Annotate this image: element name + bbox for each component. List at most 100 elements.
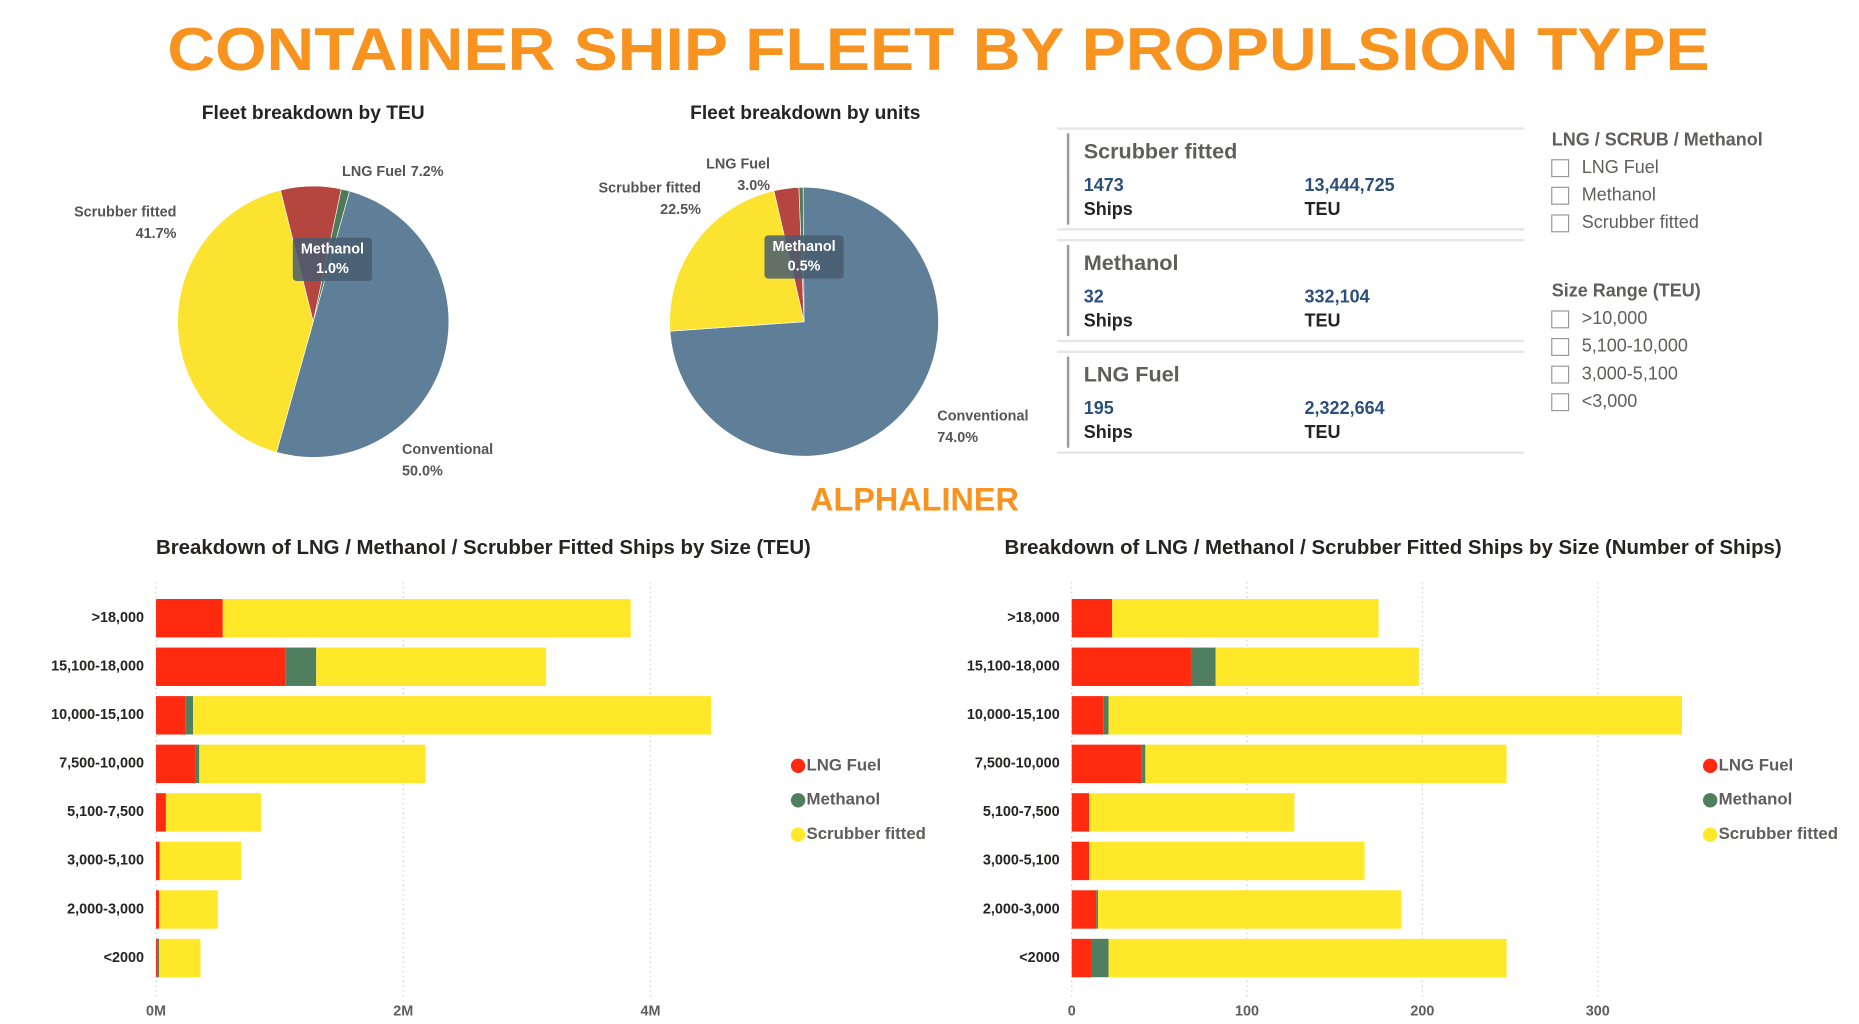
bar-segment (156, 647, 286, 686)
slice-label: Methanol (773, 239, 836, 255)
y-tick-label: 3,000-5,100 (983, 853, 1060, 869)
bar-segment (1108, 938, 1507, 978)
label-box (764, 235, 844, 279)
bar-segment (165, 793, 262, 832)
y-tick-label: 2,000-3,000 (67, 901, 144, 917)
y-tick-label: 7,500-10,000 (975, 756, 1060, 772)
bar-segment (1071, 696, 1104, 735)
bar-segment (156, 599, 223, 638)
bar-segment (159, 938, 201, 978)
slicer-checkbox[interactable] (1551, 310, 1570, 329)
bar-segment (193, 696, 712, 735)
chart-title: Breakdown of LNG / Methanol / Scrubber F… (156, 537, 811, 559)
card-ships-label: Ships (1084, 199, 1133, 219)
bar-segment (1071, 599, 1113, 638)
y-tick-label: >18,000 (92, 610, 144, 626)
bar-segment (316, 647, 547, 686)
slicer-item[interactable]: Scrubber fitted (1582, 212, 1699, 232)
slicer-checkbox[interactable] (1551, 186, 1570, 205)
x-tick-label: 0 (1068, 1004, 1076, 1020)
slice-value-label: 22.5% (660, 202, 701, 218)
card-title: Scrubber fitted (1084, 138, 1238, 163)
slicer-checkbox[interactable] (1551, 365, 1570, 384)
slicer-item[interactable]: 3,000-5,100 (1582, 363, 1678, 383)
card-title: LNG Fuel (1084, 361, 1180, 386)
x-tick-label: 200 (1410, 1004, 1434, 1020)
bar-segment (156, 890, 160, 929)
slice-label: Scrubber fitted (599, 180, 701, 196)
bar-segment (159, 890, 218, 929)
bar-segment (195, 744, 200, 784)
slicer-item[interactable]: Methanol (1582, 185, 1656, 205)
bar-segment (156, 744, 196, 784)
y-tick-label: 10,000-15,100 (51, 707, 144, 723)
slicer-title: LNG / SCRUB / Methanol (1552, 129, 1763, 149)
bar-segment (156, 841, 160, 881)
y-tick-label: 3,000-5,100 (67, 853, 144, 869)
bar-segment (1096, 890, 1099, 929)
slice-value-label: 7.2% (411, 164, 444, 180)
slicer-item[interactable]: >10,000 (1582, 308, 1648, 328)
slice-label: Conventional (937, 408, 1028, 424)
slicer-item[interactable]: 5,100-10,000 (1582, 336, 1688, 356)
bar-segment (1071, 938, 1092, 978)
slicer-item[interactable]: LNG Fuel (1582, 157, 1659, 177)
legend-marker (790, 827, 806, 842)
slicer-checkbox[interactable] (1551, 393, 1570, 412)
bar-segment (1145, 744, 1507, 784)
watermark: ALPHALINER (810, 481, 1019, 517)
x-tick-label: 2M (393, 1004, 413, 1020)
bar-segment (159, 841, 242, 881)
card-teu: 2,322,664 (1305, 398, 1385, 418)
bar-segment (156, 938, 158, 978)
slicer-checkbox[interactable] (1551, 159, 1570, 178)
card-teu: 13,444,725 (1305, 175, 1395, 195)
y-tick-label: 5,100-7,500 (983, 804, 1060, 820)
legend-label: Methanol (806, 790, 880, 809)
bar-segment (1071, 647, 1191, 686)
card-teu-label: TEU (1305, 199, 1341, 219)
slice-value-label: 41.7% (136, 226, 177, 242)
bar-segment (1103, 696, 1109, 735)
legend-label: Scrubber fitted (1719, 824, 1838, 843)
bar-segment (1098, 890, 1402, 929)
card-teu-label: TEU (1305, 422, 1341, 442)
x-tick-label: 100 (1235, 1004, 1259, 1020)
pie-slice (669, 190, 805, 332)
slicer-checkbox[interactable] (1551, 337, 1570, 356)
slice-label: LNG Fuel (706, 156, 770, 172)
card-ships: 1473 (1084, 175, 1124, 195)
legend-marker (1702, 758, 1718, 774)
legend-marker (790, 758, 806, 774)
bar-segment (1089, 793, 1295, 832)
card-ships: 195 (1084, 398, 1114, 418)
bar-segment (1141, 744, 1146, 784)
bar-segment (1108, 696, 1682, 735)
bar-segment (285, 647, 317, 686)
bar-segment (156, 696, 186, 735)
bar-segment (185, 696, 194, 735)
x-tick-label: 0M (146, 1004, 166, 1020)
slice-label-group: LNG Fuel 7.2% (342, 164, 444, 180)
slicer-title: Size Range (TEU) (1552, 281, 1701, 301)
bar-segment (156, 793, 166, 832)
slicer-item[interactable]: <3,000 (1582, 391, 1638, 411)
card-ships-label: Ships (1084, 311, 1133, 331)
legend-label: LNG Fuel (806, 755, 881, 774)
chart-title: Fleet breakdown by TEU (202, 103, 425, 124)
y-tick-label: 2,000-3,000 (983, 901, 1060, 917)
y-tick-label: >18,000 (1007, 610, 1059, 626)
legend-label: LNG Fuel (1719, 755, 1794, 774)
bar-segment (199, 744, 426, 784)
card-teu-label: TEU (1305, 311, 1341, 331)
slice-value-label: 3.0% (737, 178, 770, 194)
bar-segment (1091, 938, 1109, 978)
slicer-checkbox[interactable] (1551, 214, 1570, 233)
label-box (292, 237, 373, 281)
legend-label: Scrubber fitted (806, 824, 925, 843)
slice-value-label: 50.0% (402, 464, 443, 480)
y-tick-label: 5,100-7,500 (67, 804, 144, 820)
slice-value-label: 0.5% (788, 258, 821, 274)
